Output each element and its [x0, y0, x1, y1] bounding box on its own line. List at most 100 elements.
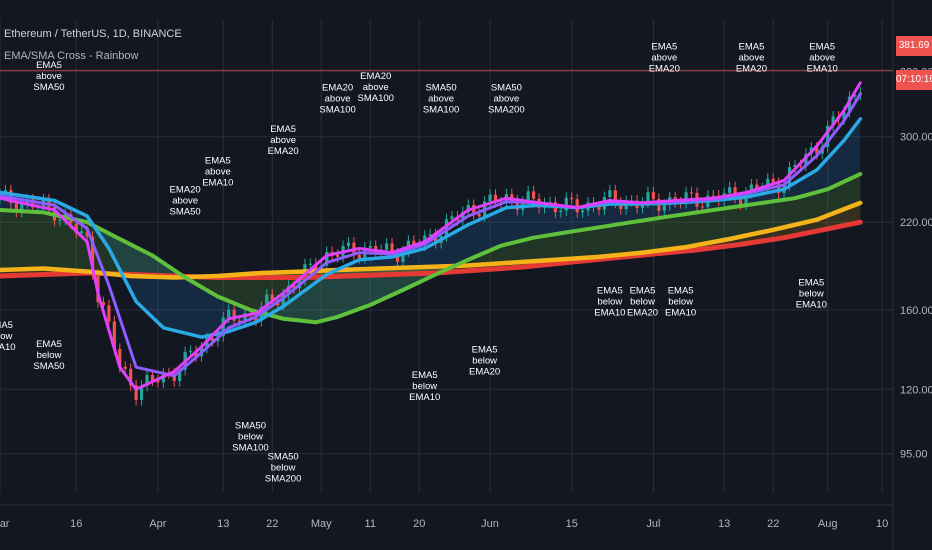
annotation-text: below	[0, 331, 13, 342]
annotation-text: EMA20	[322, 82, 353, 93]
candle-body	[749, 184, 754, 193]
candle-body	[156, 380, 160, 383]
annotation-text: above	[651, 52, 677, 63]
candle-body	[711, 195, 715, 197]
annotation-text: above	[172, 196, 198, 207]
candle-body	[308, 263, 312, 265]
time-tick-label: Aug	[818, 518, 838, 530]
candle-body	[548, 202, 552, 204]
candle-body	[227, 309, 231, 318]
annotation-text: above	[363, 82, 389, 93]
ma-lines	[0, 69, 893, 391]
annotation-text: EMA10	[807, 63, 838, 74]
annotation-text: EMA5	[597, 285, 623, 296]
time-tick-label: Mar	[0, 518, 10, 530]
symbol-title[interactable]: Ethereum / TetherUS, 1D, BINANCE	[4, 28, 182, 40]
candle-body	[771, 178, 775, 183]
annotation-text: SMA200	[488, 104, 524, 115]
candle-body	[265, 294, 269, 307]
candle-body	[129, 368, 133, 386]
candle-body	[145, 374, 149, 386]
candle-body	[58, 219, 62, 221]
annotation-text: EMA5	[809, 41, 835, 52]
candle-body	[510, 194, 514, 201]
annotation-text: EMA20	[268, 146, 299, 157]
annotation-text: below	[668, 296, 693, 307]
candle-body	[842, 111, 846, 120]
annotation-text: EMA5	[738, 41, 764, 52]
candle-body	[134, 385, 138, 400]
price-tick-label: 220.00	[900, 217, 932, 229]
candle-body	[412, 240, 416, 245]
time-tick-label: 22	[266, 518, 278, 530]
time-axis: Mar 16 Apr 13 22 May 11 20 Jun 15 Jul 13 22 Aug 10	[0, 504, 893, 530]
candle-body	[532, 191, 536, 199]
candle-body	[847, 96, 852, 112]
candle-body	[118, 348, 122, 367]
candle-body	[461, 211, 465, 221]
candle-body	[270, 294, 274, 301]
candle-body	[14, 203, 18, 213]
annotation-text: EMA5	[651, 41, 677, 52]
candle-body	[777, 182, 781, 193]
candle-body	[292, 285, 296, 289]
candle-body	[684, 192, 688, 204]
candle-body	[651, 192, 656, 200]
candle-body	[766, 178, 770, 189]
indicator-title[interactable]: EMA/SMA Cross - Rainbow	[4, 50, 139, 62]
candle-body	[570, 197, 574, 200]
annotation-text: above	[205, 167, 231, 178]
candle-body	[107, 305, 111, 322]
annotation-text: below	[271, 463, 296, 474]
candle-body	[243, 313, 247, 322]
candle-body	[581, 210, 585, 213]
time-tick-label: May	[311, 518, 332, 530]
annotation-text: EMA5	[36, 339, 62, 350]
annotation-text: above	[270, 135, 296, 146]
annotation-text: EMA5	[472, 345, 498, 356]
candle-body	[728, 187, 732, 194]
annotation-text: SMA50	[425, 82, 456, 93]
annotation-text: EMA10	[202, 178, 233, 189]
annotation-text: SMA50	[170, 207, 201, 218]
annotation-text: EMA20	[736, 63, 767, 74]
candle-body	[493, 194, 498, 203]
price-tick-label: 160.00	[900, 305, 932, 317]
annotation-text: EMA20	[469, 367, 500, 378]
candle-body	[689, 192, 694, 194]
candle-body	[575, 199, 579, 213]
line-ema20	[0, 117, 863, 339]
candle-body	[335, 254, 340, 257]
candle-body	[597, 206, 601, 210]
annotation-text: above	[325, 93, 351, 104]
annotation-text: SMA50	[268, 452, 299, 463]
ma-ribbon-fills	[0, 118, 861, 338]
annotation-text: EMA10	[0, 342, 16, 353]
annotation-text: SMA50	[235, 421, 266, 432]
chart-grid	[0, 20, 893, 492]
annotation-text: SMA200	[265, 474, 301, 485]
candle-body	[150, 374, 155, 381]
candle-body	[74, 223, 78, 234]
candle-body	[210, 338, 214, 342]
line-sma100	[0, 200, 863, 280]
line-sma50	[0, 172, 863, 325]
candle-body	[428, 234, 432, 236]
candle-body	[139, 385, 144, 400]
candle-body	[401, 251, 405, 262]
candle-body	[826, 125, 830, 147]
annotation-text: below	[37, 350, 62, 361]
candle-body	[80, 231, 84, 234]
